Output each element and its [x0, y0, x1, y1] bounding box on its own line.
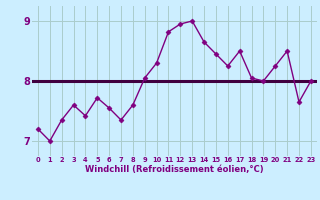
- X-axis label: Windchill (Refroidissement éolien,°C): Windchill (Refroidissement éolien,°C): [85, 165, 264, 174]
